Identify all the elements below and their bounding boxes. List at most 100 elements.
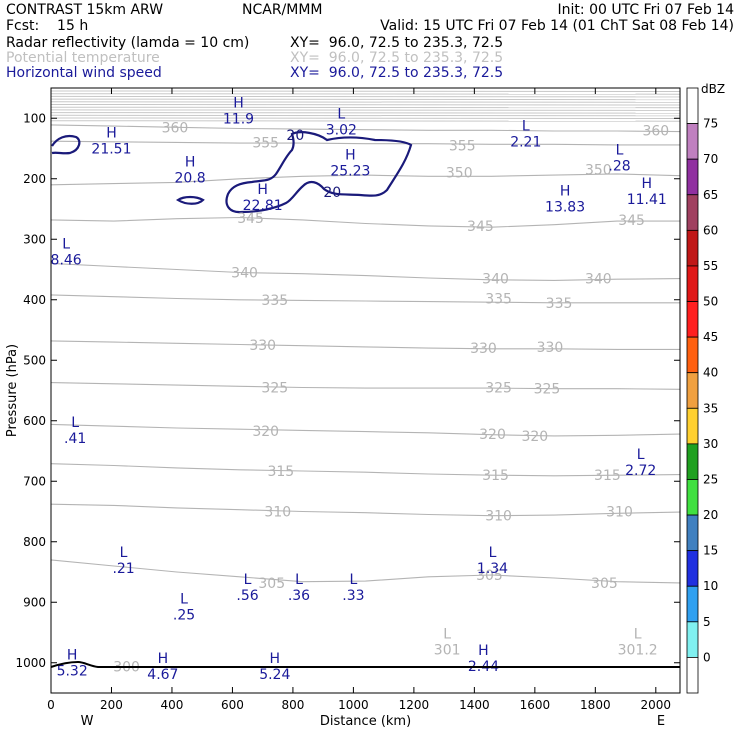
extremum-kind-H: H [67, 648, 78, 664]
colorbar-level-label: 25 [703, 472, 718, 486]
field-theta-xy: XY= 96.0, 72.5 to 235.3, 72.5 [290, 50, 504, 66]
extremum-value: .28 [608, 159, 630, 175]
extremum-value: 2.72 [625, 463, 656, 479]
theta-contour-label: 355 [449, 138, 476, 154]
theta-contour-label: 305 [476, 568, 503, 584]
x-tick-label: 800 [281, 698, 304, 712]
y-axis-title: Pressure (hPa) [5, 344, 20, 437]
isentrope-360 [51, 124, 680, 133]
theta-contour-label: 325 [534, 382, 561, 398]
x-tick-label: 1000 [338, 698, 369, 712]
colorbar-level-label: 0 [703, 650, 711, 664]
stratosphere-isentrope [51, 101, 680, 103]
axes: 100 200 300 400 500 600 700 800 900 1000 0 200 400 60… [5, 87, 681, 729]
x-end-label-east: E [657, 714, 665, 729]
extremum-value: 13.83 [545, 200, 585, 216]
x-tick-label: 600 [221, 698, 244, 712]
extremum-value: .33 [342, 588, 364, 604]
colorbar-swatch [686, 443, 699, 480]
isentrope-335 [51, 294, 680, 304]
x-tick-label: 1400 [459, 698, 490, 712]
extremum-kind-L: L [295, 572, 303, 588]
extremum-value: .41 [64, 431, 86, 447]
extremum-value: 25.23 [330, 163, 370, 179]
x-tick-label: 200 [100, 698, 123, 712]
extremum-kind-H: H [270, 651, 281, 667]
extremum-value: 8.46 [51, 252, 82, 268]
extremum-kind-H: H [257, 182, 268, 198]
stratosphere-isentropes [51, 90, 680, 122]
theta-contour-label: 305 [591, 576, 618, 592]
theta-contour-label: 360 [642, 123, 669, 139]
colorbar-swatch [686, 194, 699, 231]
y-tick-label: 400 [23, 293, 46, 307]
y-tick-label: 700 [23, 474, 46, 488]
theta-contour-label: 340 [482, 272, 509, 288]
colorbar-level-label: 60 [703, 223, 718, 237]
theta-contour-label: 310 [264, 505, 291, 521]
x-tick-label: 1800 [580, 698, 611, 712]
extremum-kind-H: H [641, 176, 652, 192]
theta-contour-label: 355 [252, 135, 279, 151]
x-tick-label: 2000 [641, 698, 672, 712]
theta-contour-label: 320 [521, 429, 548, 445]
stratosphere-isentrope [51, 93, 680, 95]
field-theta-label: Potential temperature [6, 50, 160, 66]
header-line1-right: Init: 00 UTC Fri 07 Feb 14 [557, 2, 734, 18]
x-axis-title: Distance (km) [320, 714, 411, 729]
field-wind-label: Horizontal wind speed [6, 65, 162, 81]
extremum-kind-L: L [634, 627, 642, 643]
colorbar-swatch [686, 514, 699, 552]
theta-contour-label: 315 [482, 468, 509, 484]
stratosphere-isentrope [51, 112, 680, 114]
colorbar-swatch [686, 550, 699, 587]
extremum-kind-L: L [637, 447, 645, 463]
extremum-kind-H: H [106, 126, 117, 142]
extremum-value: .56 [236, 588, 258, 604]
field-wind-xy: XY= 96.0, 72.5 to 235.3, 72.5 [290, 65, 504, 81]
extremum-kind-H: H [478, 643, 489, 659]
stratosphere-isentrope [51, 120, 680, 122]
wind-20-contour-main [225, 131, 413, 214]
theta-contour-label: 320 [479, 427, 506, 443]
isentrope-330 [51, 340, 680, 350]
field-reflectivity-xy: XY= 96.0, 72.5 to 235.3, 72.5 [290, 35, 504, 51]
theta-contour-label: 335 [261, 293, 288, 309]
isentrope-340 [51, 262, 680, 281]
theta-contour-label: 340 [585, 272, 612, 288]
extremum-value: 21.51 [91, 142, 131, 158]
header-line1-left: CONTRAST 15km ARW [6, 2, 164, 18]
colorbar-swatch [686, 372, 699, 409]
extremum-value: 20.8 [175, 171, 206, 187]
theta-contour-label: 325 [261, 380, 288, 396]
extrema-labels: H21.51H20.8H22.81H25.23H13.83H11.41H11.9… [51, 95, 667, 682]
isentrope-345 [51, 216, 680, 228]
wind-20-contour-small [175, 195, 205, 205]
theta-contour-label: 330 [249, 338, 276, 354]
stratosphere-isentrope [51, 117, 680, 119]
y-tick-label: 200 [23, 172, 46, 186]
colorbar-level-label: 5 [703, 615, 711, 629]
extremum-kind-L: L [349, 572, 357, 588]
extremum-value: 4.67 [147, 667, 178, 683]
colorbar-level-label: 70 [703, 152, 718, 166]
extremum-kind-L: L [443, 627, 451, 643]
theta-contour-label: 330 [537, 340, 564, 356]
extremum-kind-L: L [180, 591, 188, 607]
extremum-kind-L: L [62, 236, 70, 252]
y-tick-label: 500 [23, 353, 46, 367]
extremum-value: .36 [288, 588, 310, 604]
x-tick-label: 1600 [520, 698, 551, 712]
y-tick-label: 800 [23, 535, 46, 549]
header-line2-right: Valid: 15 UTC Fri 07 Feb 14 (01 ChT Sat … [380, 18, 734, 34]
extremum-kind-L: L [337, 106, 345, 122]
wind-contour-label: 20 [286, 128, 304, 144]
extremum-kind-H: H [560, 184, 571, 200]
theta-contour-label: 335 [546, 296, 573, 312]
colorbar-level-label: 40 [703, 366, 718, 380]
extremum-value: 5.32 [57, 664, 88, 680]
colorbar-swatch [686, 657, 699, 694]
theta-contour-label: 310 [606, 505, 633, 521]
extremum-value: 11.9 [223, 111, 254, 127]
